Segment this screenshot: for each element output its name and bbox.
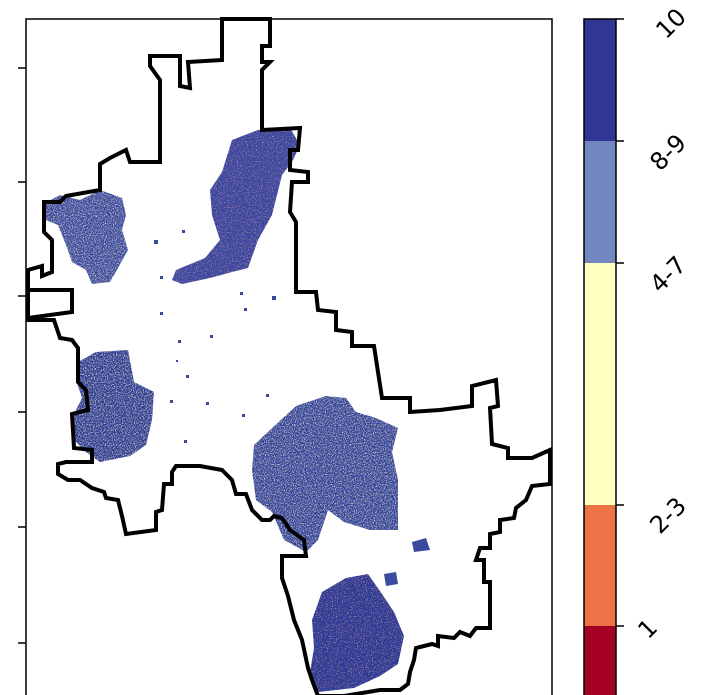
left-axis-ticks [18, 67, 26, 644]
patch-central [252, 396, 398, 552]
patch-south [310, 574, 404, 692]
city-boundary [26, 17, 552, 695]
colorbar-segment-1 [584, 626, 616, 695]
legend-label-8-9: 8-9 [644, 129, 692, 177]
patch-west [72, 350, 154, 462]
colorbar-ticks [616, 18, 624, 627]
legend-label-10: 10 [650, 3, 691, 44]
colorbar-segment-8-9 [584, 141, 616, 263]
patch-south-small [384, 572, 398, 586]
patch-northwest [45, 190, 128, 284]
colorbar-segment-2-3 [584, 505, 616, 626]
legend-label-4-7: 4-7 [644, 251, 692, 299]
colorbar-segment-10 [584, 19, 616, 141]
data-patches [45, 128, 430, 692]
colorbar: 10 8-9 4-7 2-3 1 [583, 3, 692, 695]
legend-label-2-3: 2-3 [644, 492, 692, 540]
legend-label-1: 1 [632, 614, 663, 645]
colorbar-segment-4-7 [584, 263, 616, 505]
colorbar-frame [583, 18, 617, 695]
scattered-pixels [154, 230, 276, 443]
patch-east-small [412, 538, 430, 552]
patch-north-central [172, 128, 300, 284]
